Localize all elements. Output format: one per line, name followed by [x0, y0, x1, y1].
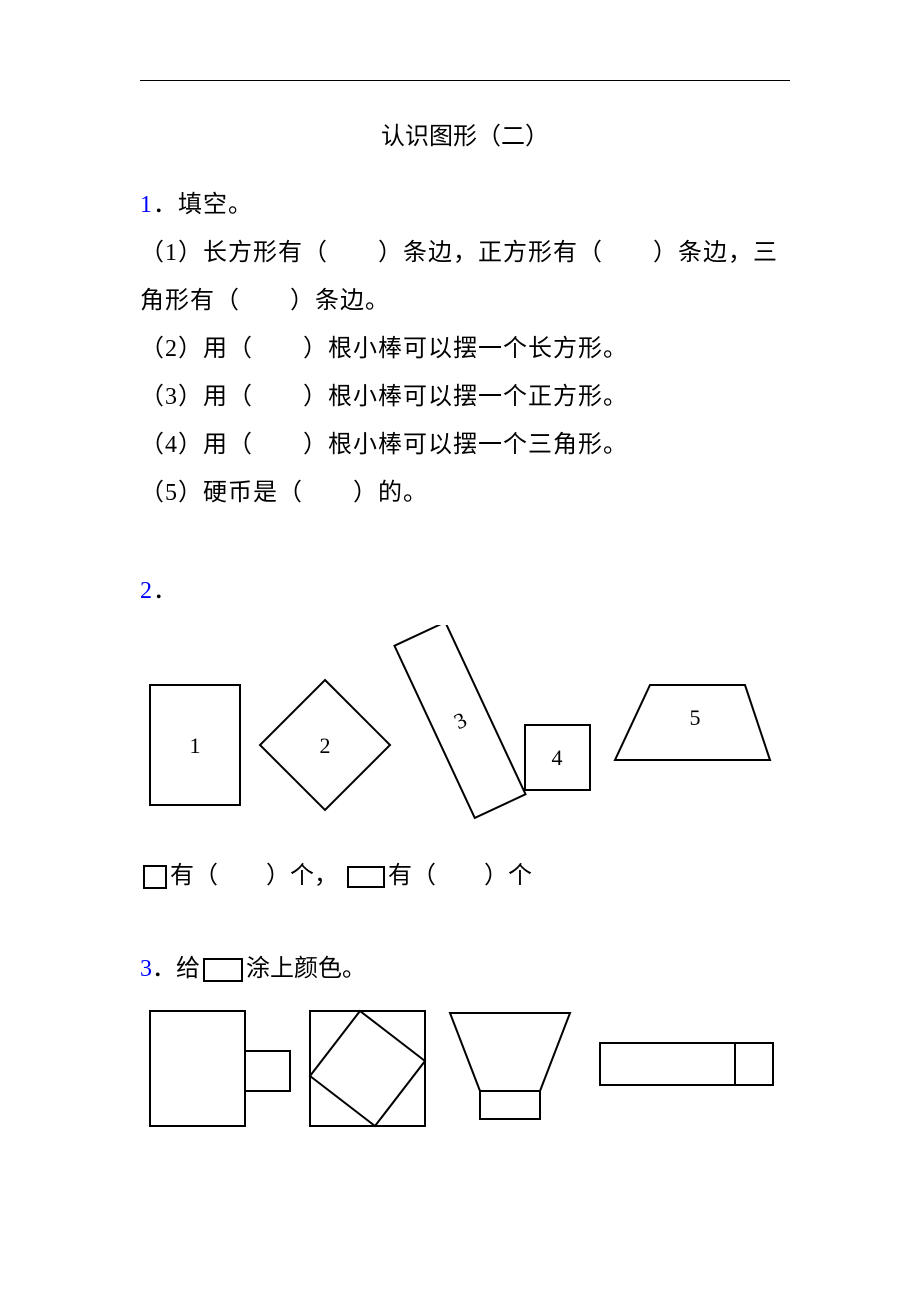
- q1-item-2: （2）用（ ）根小棒可以摆一个长方形。: [140, 325, 790, 373]
- shape-5-label: 5: [690, 705, 701, 730]
- question-1: 1．填空。 （1）长方形有（ ）条边，正方形有（ ）条边，三角形有（ ）条边。 …: [140, 181, 790, 517]
- q2-answer-text-2: 有（ ）个: [388, 863, 532, 889]
- question-2: 2． 1 2 3 4 5 有（ ）个，: [140, 567, 790, 898]
- q2-header: 2．: [140, 567, 790, 615]
- shape-1-label: 1: [190, 733, 201, 758]
- worksheet-page: 认识图形（二） 1．填空。 （1）长方形有（ ）条边，正方形有（ ）条边，三角形…: [0, 0, 920, 1281]
- rectangle-icon: [202, 957, 244, 983]
- shape-4-label: 4: [552, 745, 563, 770]
- q3-label-after: 涂上颜色。: [246, 948, 366, 991]
- q1-item-5: （5）硬币是（ ）的。: [140, 469, 790, 517]
- shape-3-label: 3: [450, 707, 471, 734]
- page-title: 认识图形（二）: [140, 116, 790, 151]
- q2-number: 2: [140, 578, 153, 604]
- q3-shape3-trapezoid: [450, 1013, 570, 1091]
- q3-shape4-square: [735, 1043, 773, 1085]
- question-3: 3．给 涂上颜色。: [140, 948, 790, 1151]
- q1-label: ．填空。: [153, 192, 253, 218]
- q2-label: ．: [153, 578, 178, 604]
- q2-answer-text-1: 有（ ）个，: [170, 863, 338, 889]
- q1-number: 1: [140, 192, 153, 218]
- q3-shapes-diagram: [140, 1001, 780, 1151]
- q3-number: 3: [140, 948, 152, 991]
- q3-shape2-inner-diamond: [310, 1011, 425, 1126]
- top-divider: [140, 80, 790, 81]
- q3-shape3-rect: [480, 1091, 540, 1119]
- q3-header: 3．给 涂上颜色。: [140, 948, 790, 991]
- q1-header: 1．填空。: [140, 181, 790, 229]
- q3-shape4-long-rect: [600, 1043, 735, 1085]
- rectangle-icon: [346, 865, 386, 889]
- q1-item-3: （3）用（ ）根小棒可以摆一个正方形。: [140, 373, 790, 421]
- q3-shape1-small-rect: [245, 1051, 290, 1091]
- q3-shape1-big-rect: [150, 1011, 245, 1126]
- q1-item-1: （1）长方形有（ ）条边，正方形有（ ）条边，三角形有（ ）条边。: [140, 229, 790, 325]
- q3-label-before: ．给: [152, 948, 200, 991]
- shape-3-group: 3: [394, 625, 525, 818]
- q2-answer-line: 有（ ）个， 有（ ）个: [140, 855, 790, 898]
- square-icon: [142, 864, 168, 890]
- q2-shapes-diagram: 1 2 3 4 5: [140, 625, 780, 845]
- shape-2-label: 2: [320, 733, 331, 758]
- q1-item-4: （4）用（ ）根小棒可以摆一个三角形。: [140, 421, 790, 469]
- q3-shape2-outer-square: [310, 1011, 425, 1126]
